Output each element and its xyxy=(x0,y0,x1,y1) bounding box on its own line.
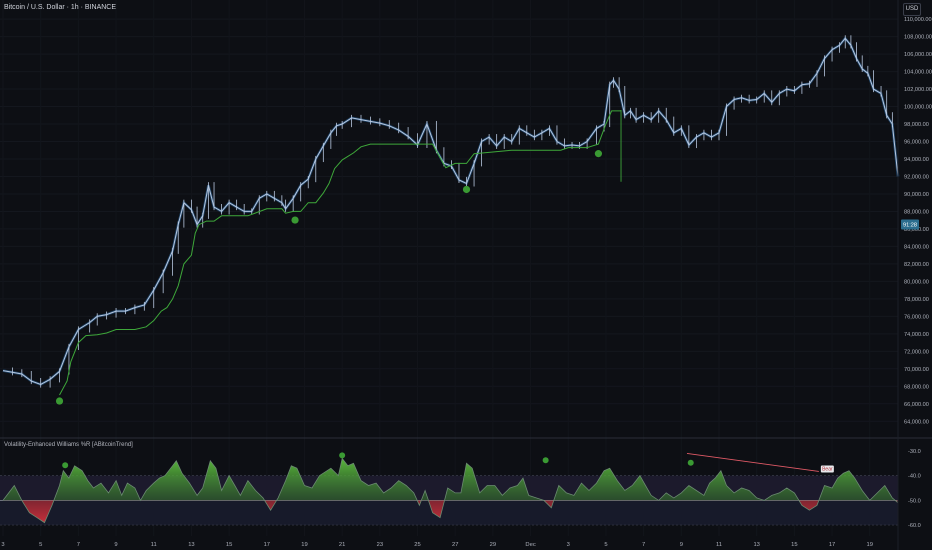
time-tick-label: 21 xyxy=(339,542,345,548)
osc-tick-label: -30.0 xyxy=(908,449,921,455)
time-tick-label: 15 xyxy=(226,542,232,548)
osc-positive-area xyxy=(3,458,896,501)
price-pane[interactable] xyxy=(2,35,900,405)
osc-line xyxy=(2,457,899,524)
price-tick-label: 74,000.00 xyxy=(904,332,929,338)
time-tick-label: 29 xyxy=(490,542,496,548)
bull-signal-dot xyxy=(594,150,603,158)
price-tick-label: 92,000.00 xyxy=(904,174,929,180)
trailing-stop-line xyxy=(59,110,621,396)
price-tick-label: 100,000.00 xyxy=(904,105,932,111)
price-tick-label: 78,000.00 xyxy=(904,297,929,303)
grid xyxy=(0,0,898,536)
time-tick-label: 13 xyxy=(188,542,194,548)
time-tick-label: 25 xyxy=(414,542,420,548)
osc-bull-dot xyxy=(62,462,69,469)
time-tick-label: 3 xyxy=(1,542,4,548)
time-tick-label: 11 xyxy=(151,542,157,548)
bull-signal-dot xyxy=(462,185,471,194)
price-tick-label: 70,000.00 xyxy=(904,367,929,373)
time-tick-label: 17 xyxy=(829,542,835,548)
osc-bull-dot xyxy=(687,459,694,466)
currency-button[interactable]: USD xyxy=(903,3,921,16)
osc-lower-band xyxy=(0,500,898,526)
price-tick-label: 90,000.00 xyxy=(904,192,929,198)
price-tick-label: 82,000.00 xyxy=(904,262,929,268)
osc-bull-dot xyxy=(542,457,549,464)
price-tick-label: 104,000.00 xyxy=(904,70,932,76)
time-tick-label: 7 xyxy=(642,542,645,548)
price-axis[interactable]: 64,000.00 66,000.00 68,000.00 70,000.00 72,0… xyxy=(901,17,932,425)
price-tick-label: 98,000.00 xyxy=(904,122,929,128)
price-tick-label: 94,000.00 xyxy=(904,157,929,163)
price-tick-label: 66,000.00 xyxy=(904,402,929,408)
symbol-title: Bitcoin / U.S. Dollar · 1h · BINANCE xyxy=(4,4,117,11)
time-tick-label: 23 xyxy=(377,542,383,548)
bull-signal-dot xyxy=(291,216,299,224)
time-tick-label: 5 xyxy=(39,542,42,548)
osc-tick-label: -50.0 xyxy=(908,498,921,504)
osc-tick-label: -40.0 xyxy=(908,474,921,480)
price-tick-label: 72,000.00 xyxy=(904,349,929,355)
price-tick-label: 68,000.00 xyxy=(904,384,929,390)
oscillator-axis[interactable]: -30.0 -40.0 -50.0 -60.0 xyxy=(908,449,921,529)
price-tick-label: 110,000.00 xyxy=(904,17,932,23)
time-tick-label: 11 xyxy=(716,542,722,548)
price-tick-label: 102,000.00 xyxy=(904,87,932,93)
price-tick-label: 84,000.00 xyxy=(904,244,929,250)
time-tick-label: 7 xyxy=(77,542,80,548)
time-tick-label: 13 xyxy=(753,542,759,548)
time-tick-label: 27 xyxy=(452,542,458,548)
osc-bull-dot xyxy=(339,452,346,459)
osc-tick-label: -60.0 xyxy=(908,523,921,529)
price-tick-label: 96,000.00 xyxy=(904,140,929,146)
time-tick-label: 19 xyxy=(867,542,873,548)
price-tick-label: 80,000.00 xyxy=(904,279,929,285)
oscillator-pane[interactable]: Bear xyxy=(0,452,899,526)
price-tick-label: 76,000.00 xyxy=(904,314,929,320)
time-tick-label: 19 xyxy=(301,542,307,548)
divergence-line xyxy=(686,452,819,472)
indicator-title[interactable]: Volatility-Enhanced Williams %R [ABitcoi… xyxy=(4,442,133,448)
bear-label: Bear xyxy=(822,467,833,473)
current-price-tag xyxy=(901,219,919,230)
osc-negative-area xyxy=(3,500,898,523)
current-price-label: 91:28 xyxy=(903,223,917,229)
price-tick-label: 64,000.00 xyxy=(904,419,929,425)
time-tick-label: 17 xyxy=(264,542,270,548)
time-tick-label: 5 xyxy=(604,542,607,548)
bull-signal-dot xyxy=(55,397,64,405)
price-tick-label: 88,000.00 xyxy=(904,209,929,215)
time-axis[interactable]: 3 5 7 9 11 13 15 17 19 21 23 25 27 29 Dec 3 5 7 9 11 13 15 17 1… xyxy=(1,542,873,548)
time-tick-label: 3 xyxy=(567,542,570,548)
time-tick-label: 15 xyxy=(791,542,797,548)
time-tick-label: Dec xyxy=(525,542,535,548)
price-tick-label: 86,000.00 xyxy=(904,227,929,233)
price-tick-label: 106,000.00 xyxy=(904,52,932,58)
price-tick-label: 108,000.00 xyxy=(904,35,932,41)
time-tick-label: 9 xyxy=(114,542,117,548)
bear-label-box xyxy=(820,465,834,473)
time-tick-label: 9 xyxy=(680,542,683,548)
